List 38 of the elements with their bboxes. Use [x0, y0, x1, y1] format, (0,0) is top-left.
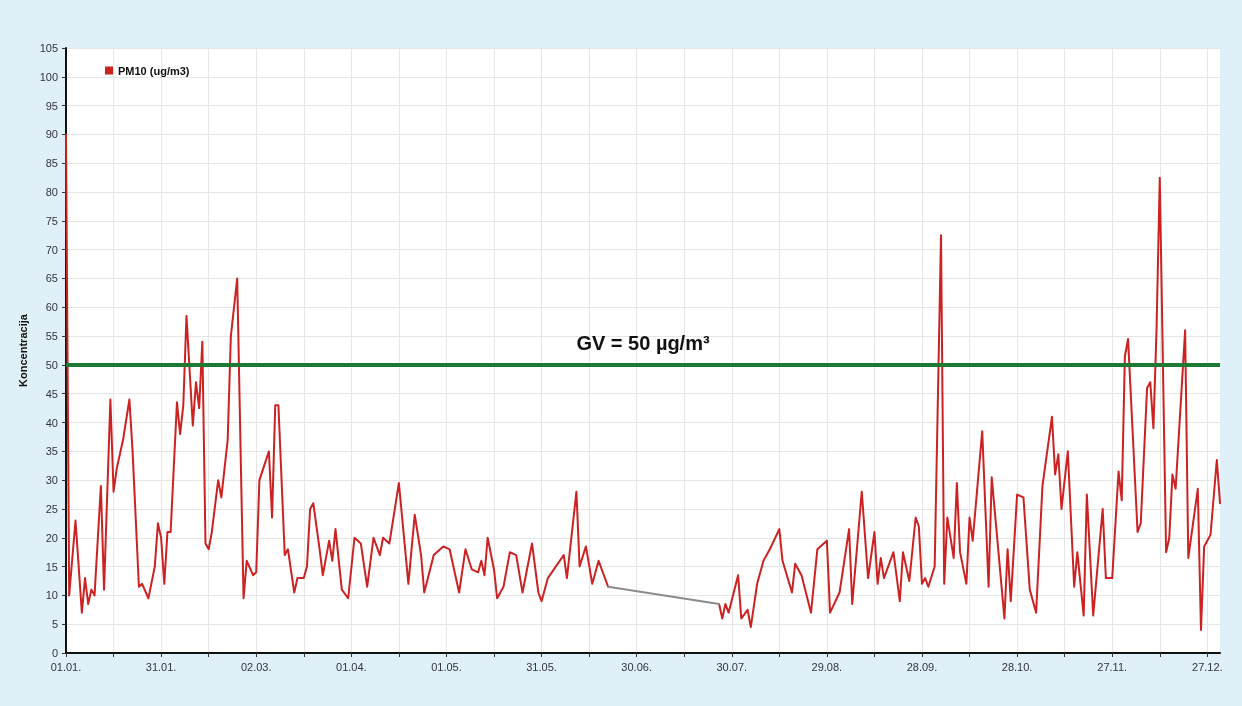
x-tick-label: 01.04. [336, 660, 367, 673]
x-tick-label: 28.10. [1001, 660, 1033, 673]
y-tick-label: 70 [45, 243, 58, 256]
y-tick-label: 40 [45, 416, 58, 429]
x-tick-label: 31.01. [145, 660, 177, 673]
y-tick-label: 0 [51, 647, 58, 659]
y-tick-label: 10 [45, 589, 58, 602]
y-tick-label: 50 [45, 358, 58, 371]
x-tick-label: 30.07. [716, 660, 748, 673]
x-tick-label: 01.05. [431, 660, 462, 673]
y-tick-label: 75 [45, 214, 58, 227]
y-tick-label: 15 [45, 560, 58, 573]
y-tick-label: 55 [45, 330, 58, 343]
ref-line-label: GV = 50 µg/m³ [576, 331, 710, 354]
y-tick-label: 100 [39, 70, 58, 83]
y-tick-label: 45 [45, 387, 58, 400]
y-tick-label: 65 [45, 272, 58, 285]
y-tick-label: 95 [45, 99, 58, 112]
x-tick-label: 31.05. [526, 660, 557, 673]
y-tick-label: 25 [45, 502, 58, 515]
y-tick-label: 30 [45, 474, 58, 487]
x-tick-label: 29.08. [811, 660, 843, 673]
y-tick-label: 105 [39, 42, 58, 54]
y-tick-label: 90 [45, 128, 58, 141]
x-tick-label: 02.03. [240, 660, 272, 673]
x-tick-label: 27.12. [1192, 660, 1223, 673]
y-tick-label: 35 [45, 445, 58, 458]
legend-label: PM10 (ug/m3) [118, 64, 190, 77]
y-tick-label: 60 [45, 301, 58, 314]
y-tick-label: 80 [45, 186, 58, 199]
x-tick-label: 01.01. [50, 660, 82, 673]
x-tick-label: 30.06. [621, 660, 652, 673]
y-tick-label: 20 [45, 531, 58, 544]
y-axis-title: Koncentracija [16, 313, 29, 387]
y-tick-label: 85 [45, 157, 58, 170]
x-tick-label: 28.09. [906, 660, 938, 673]
y-tick-label: 5 [51, 618, 58, 631]
x-tick-label: 27.11. [1097, 660, 1128, 673]
